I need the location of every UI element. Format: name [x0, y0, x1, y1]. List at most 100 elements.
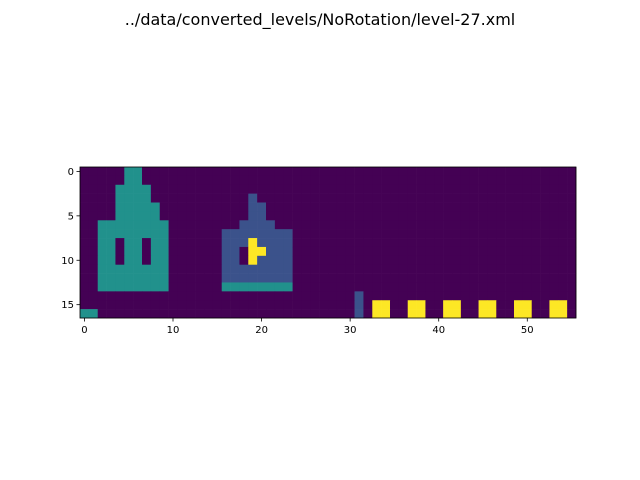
- heatmap-cell: [372, 202, 382, 212]
- heatmap-cell: [204, 238, 214, 248]
- heatmap-cell: [434, 273, 444, 283]
- heatmap-cell: [80, 184, 90, 194]
- heatmap-cell: [239, 291, 249, 301]
- heatmap-cell: [514, 246, 524, 257]
- heatmap-cell: [487, 167, 497, 177]
- heatmap-cell: [159, 167, 169, 177]
- heatmap-cell: [292, 282, 302, 292]
- heatmap-cell: [204, 193, 214, 203]
- heatmap-cell: [319, 175, 329, 186]
- heatmap-cell: [80, 300, 90, 310]
- heatmap-cell: [266, 229, 276, 239]
- heatmap-cell: [381, 282, 391, 292]
- heatmap-cell: [310, 273, 320, 283]
- heatmap-cell: [425, 175, 435, 186]
- heatmap-cell: [283, 229, 293, 239]
- heatmap-cell: [469, 175, 479, 186]
- heatmap-cell: [452, 300, 462, 310]
- heatmap-cell: [407, 246, 417, 257]
- heatmap-cell: [567, 220, 577, 230]
- heatmap-cell: [407, 238, 417, 248]
- heatmap-cell: [540, 211, 550, 221]
- heatmap-cell: [381, 264, 391, 274]
- heatmap-cell: [97, 246, 107, 257]
- heatmap-cell: [469, 238, 479, 248]
- heatmap-cell: [239, 167, 249, 177]
- heatmap-cell: [354, 238, 364, 248]
- heatmap-cell: [345, 193, 355, 203]
- heatmap-cell: [124, 309, 134, 319]
- heatmap-cell: [150, 229, 161, 239]
- heatmap-cell: [186, 167, 196, 177]
- heatmap-cell: [496, 193, 506, 203]
- heatmap-cell: [416, 220, 426, 230]
- heatmap-cell: [80, 264, 90, 274]
- heatmap-cell: [195, 220, 205, 230]
- heatmap-cell: [390, 220, 400, 230]
- heatmap-cell: [133, 273, 143, 283]
- heatmap-cell: [567, 300, 577, 310]
- heatmap-cell: [390, 211, 400, 221]
- heatmap-cell: [452, 238, 462, 248]
- heatmap-cell: [124, 291, 134, 301]
- heatmap-cell: [301, 220, 311, 230]
- axes-frame: [79, 166, 577, 319]
- heatmap-cell: [540, 300, 550, 310]
- heatmap-cell: [257, 167, 267, 177]
- heatmap-cell: [168, 291, 178, 301]
- heatmap-cell: [505, 229, 515, 239]
- heatmap-cell: [478, 175, 488, 186]
- heatmap-cell: [558, 273, 568, 283]
- heatmap-cell: [416, 167, 426, 177]
- heatmap-cell: [88, 282, 99, 292]
- heatmap-cell: [354, 291, 364, 301]
- heatmap-cell: [496, 309, 506, 319]
- heatmap-cell: [133, 202, 143, 212]
- heatmap-cell: [336, 220, 347, 230]
- heatmap-cell: [381, 291, 391, 301]
- heatmap-cell: [425, 193, 435, 203]
- heatmap-cell: [301, 211, 311, 221]
- heatmap-cell: [443, 220, 453, 230]
- heatmap-cell: [425, 255, 435, 266]
- heatmap-cell: [230, 309, 240, 319]
- heatmap-cell: [567, 273, 577, 283]
- heatmap-cell: [372, 238, 382, 248]
- heatmap-cell: [336, 238, 347, 248]
- heatmap-cell: [177, 202, 187, 212]
- heatmap-cell: [531, 300, 541, 310]
- heatmap-cell: [328, 300, 338, 310]
- heatmap-cell: [549, 300, 559, 310]
- heatmap-cell: [416, 291, 426, 301]
- heatmap-cell: [549, 255, 559, 266]
- heatmap-cell: [345, 229, 355, 239]
- heatmap-cell: [177, 220, 187, 230]
- heatmap-cell: [257, 273, 267, 283]
- heatmap-cell: [239, 273, 249, 283]
- heatmap-cell: [469, 273, 479, 283]
- heatmap-cell: [372, 193, 382, 203]
- heatmap-cell: [549, 309, 559, 319]
- heatmap-cell: [398, 220, 409, 230]
- heatmap-cell: [150, 167, 161, 177]
- heatmap-cell: [177, 193, 187, 203]
- heatmap-cell: [301, 291, 311, 301]
- heatmap-cell: [115, 309, 125, 319]
- heatmap-cell: [133, 309, 143, 319]
- heatmap-cell: [398, 273, 409, 283]
- heatmap-cell: [115, 211, 125, 221]
- heatmap-cell: [133, 246, 143, 257]
- heatmap-cell: [177, 175, 187, 186]
- heatmap-cell: [487, 193, 497, 203]
- heatmap-cell: [514, 175, 524, 186]
- heatmap-cell: [425, 246, 435, 257]
- heatmap-cell: [133, 211, 143, 221]
- heatmap-cell: [558, 175, 568, 186]
- heatmap-cell: [97, 291, 107, 301]
- heatmap-cell: [505, 300, 515, 310]
- heatmap-cell: [549, 264, 559, 274]
- heatmap-cell: [106, 175, 116, 186]
- heatmap-cell: [150, 184, 161, 194]
- heatmap-cell: [266, 167, 276, 177]
- heatmap-cell: [336, 211, 347, 221]
